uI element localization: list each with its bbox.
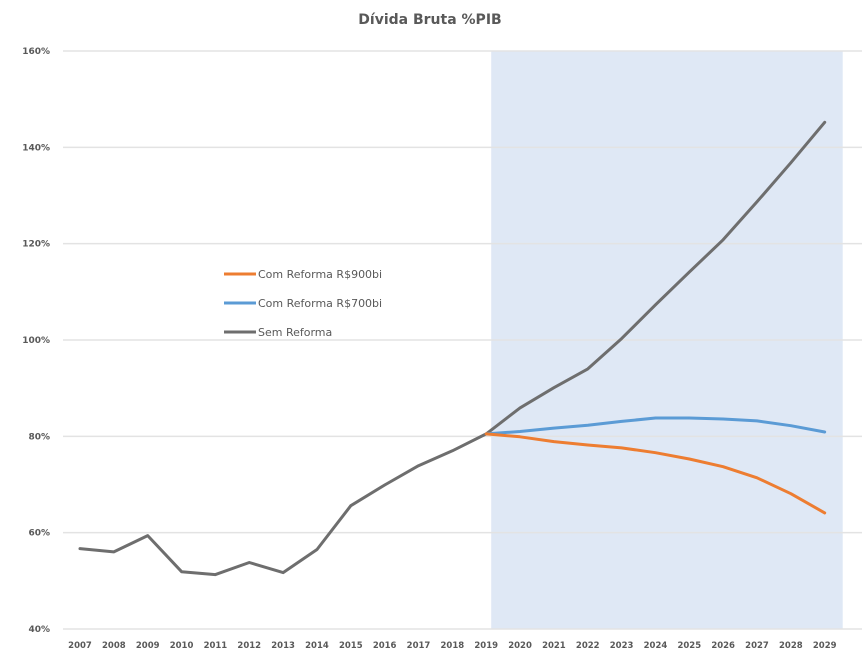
y-tick-label: 120%: [22, 240, 50, 250]
data-point: [654, 451, 657, 454]
data-point: [789, 492, 793, 495]
data-point: [281, 571, 285, 574]
x-tick-label: 2021: [542, 641, 566, 651]
legend-label: Com Reforma R$900bi: [258, 268, 382, 281]
data-point: [248, 561, 251, 564]
x-tick-label: 2024: [644, 641, 668, 651]
data-point: [586, 443, 589, 447]
data-point: [688, 270, 691, 274]
data-point: [552, 440, 556, 443]
x-tick-label: 2027: [745, 641, 769, 651]
data-point: [620, 420, 623, 423]
legend-item-com-reforma-900[interactable]: Com Reforma R$900bi: [224, 268, 382, 281]
y-tick-label: 80%: [28, 432, 50, 442]
legend-item-sem-reforma[interactable]: Sem Reforma: [224, 326, 332, 339]
data-point: [823, 430, 826, 434]
x-tick-label: 2015: [339, 641, 363, 651]
y-tick-label: 100%: [22, 336, 50, 346]
data-point: [78, 547, 82, 550]
data-point: [620, 446, 623, 450]
data-point: [721, 465, 725, 468]
data-point: [451, 449, 454, 452]
data-point: [146, 534, 149, 537]
x-tick-label: 2013: [271, 641, 295, 651]
legend: Com Reforma R$900bi Com Reforma R$700bi …: [224, 268, 382, 339]
x-tick-label: 2016: [373, 641, 397, 651]
data-point: [214, 573, 217, 576]
data-point: [721, 417, 725, 421]
data-point: [315, 548, 319, 551]
x-tick-label: 2018: [441, 641, 465, 651]
data-point: [721, 238, 725, 242]
x-tick-label: 2025: [677, 641, 701, 651]
data-point: [755, 200, 759, 203]
x-tick-label: 2007: [68, 641, 92, 651]
data-point: [688, 457, 691, 461]
data-point: [654, 416, 657, 420]
data-point: [620, 337, 623, 340]
x-tick-label: 2020: [508, 641, 532, 651]
data-point: [518, 430, 522, 433]
x-axis-ticks: 2007 2008 2009 2010 2011 2012 2013 2014 2015 2016…: [68, 641, 836, 651]
data-point: [823, 511, 826, 515]
legend-item-com-reforma-700[interactable]: Com Reforma R$700bi: [224, 297, 382, 310]
gridlines: [63, 50, 862, 630]
x-tick-label: 2009: [136, 641, 160, 651]
x-tick-label: 2019: [474, 641, 498, 651]
data-point: [518, 406, 522, 410]
y-tick-label: 140%: [22, 143, 50, 153]
y-axis-ticks: 40% 60% 80% 100% 120% 140% 160%: [22, 47, 50, 635]
legend-label: Com Reforma R$700bi: [258, 297, 382, 310]
data-point: [586, 424, 589, 427]
data-point: [654, 303, 657, 307]
data-point: [349, 504, 352, 507]
x-tick-label: 2010: [170, 641, 194, 651]
data-point: [112, 550, 116, 554]
data-point: [755, 419, 759, 423]
data-point: [552, 426, 556, 430]
data-point: [586, 367, 589, 371]
y-tick-label: 60%: [28, 529, 50, 539]
series-lines: [78, 120, 827, 577]
x-tick-label: 2011: [204, 641, 228, 651]
x-tick-label: 2008: [102, 641, 126, 651]
x-tick-label: 2026: [711, 641, 735, 651]
data-point: [485, 432, 488, 436]
x-tick-label: 2012: [237, 641, 261, 651]
x-tick-label: 2028: [779, 641, 803, 651]
x-tick-label: 2029: [813, 641, 837, 651]
legend-label: Sem Reforma: [258, 326, 332, 339]
y-tick-label: 160%: [22, 47, 50, 57]
data-point: [789, 161, 793, 164]
y-tick-label: 40%: [28, 625, 50, 635]
x-tick-label: 2022: [576, 641, 600, 651]
data-point: [755, 476, 759, 479]
x-tick-label: 2017: [407, 641, 431, 651]
data-point: [417, 464, 420, 467]
data-point: [823, 121, 826, 124]
data-point: [518, 435, 522, 439]
x-tick-label: 2023: [610, 641, 634, 651]
chart-title: Dívida Bruta %PIB: [358, 12, 501, 28]
data-point: [789, 424, 793, 427]
x-tick-label: 2014: [305, 641, 329, 651]
data-point: [180, 570, 183, 573]
data-point: [383, 483, 386, 487]
data-point: [688, 416, 691, 420]
data-point: [552, 386, 556, 389]
